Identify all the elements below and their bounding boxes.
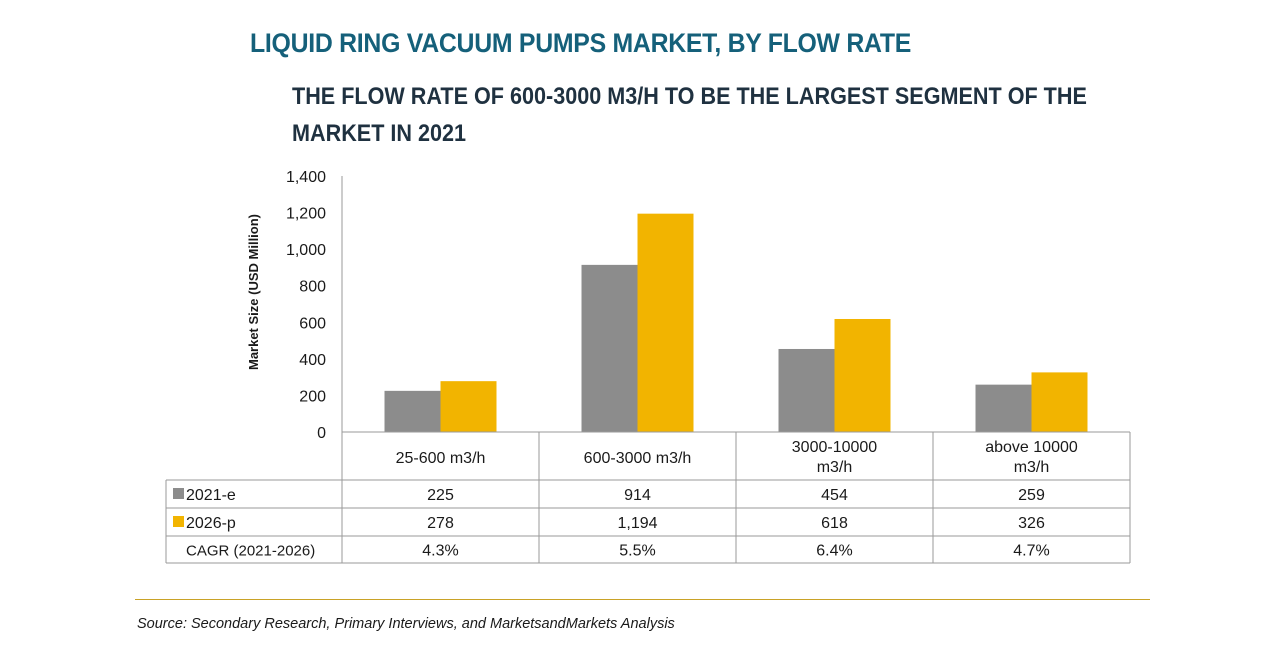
legend-swatch (173, 488, 184, 499)
x-category-label: 25-600 m3/h (396, 450, 486, 467)
y-tick-label: 1,200 (286, 206, 326, 223)
bar (975, 384, 1032, 432)
bar (778, 348, 835, 432)
y-tick-label: 0 (317, 425, 326, 442)
legend-label: 2021-e (186, 487, 236, 504)
chart-title: LIQUID RING VACUUM PUMPS MARKET, BY FLOW… (250, 28, 912, 58)
bar (440, 381, 497, 432)
data-label: 225 (427, 487, 454, 504)
x-category-label: m3/h (817, 459, 853, 476)
bar (834, 318, 891, 432)
cagr-value: 6.4% (816, 543, 852, 560)
bar (1031, 372, 1088, 432)
y-tick-label: 800 (299, 279, 326, 296)
data-label: 278 (427, 515, 454, 532)
y-tick-label: 400 (299, 352, 326, 369)
data-label: 1,194 (617, 515, 657, 532)
bar (637, 213, 694, 432)
data-label: 454 (821, 487, 848, 504)
data-label: 618 (821, 515, 848, 532)
chart-subtitle: THE FLOW RATE OF 600-3000 M3/H TO BE THE… (292, 83, 1087, 147)
cagr-value: 4.3% (422, 543, 458, 560)
x-category-label: 3000-10000 (792, 439, 878, 456)
data-label: 259 (1018, 487, 1045, 504)
cagr-value: 5.5% (619, 543, 655, 560)
x-category-label: 600-3000 m3/h (584, 450, 692, 467)
bar (384, 390, 441, 432)
y-tick-label: 600 (299, 315, 326, 332)
y-tick-label: 200 (299, 388, 326, 405)
cagr-value: 4.7% (1013, 543, 1049, 560)
source-divider (135, 599, 1150, 600)
x-category-label: above 10000 (985, 439, 1078, 456)
bar (581, 264, 638, 432)
data-label: 326 (1018, 515, 1045, 532)
y-tick-label: 1,400 (286, 169, 326, 186)
data-label: 914 (624, 487, 651, 504)
x-category-label: m3/h (1014, 459, 1050, 476)
row-label: CAGR (2021-2026) (186, 543, 315, 560)
source-note: Source: Secondary Research, Primary Inte… (137, 616, 675, 632)
legend-swatch (173, 516, 184, 527)
y-tick-label: 1,000 (286, 242, 326, 259)
legend-label: 2026-p (186, 515, 236, 532)
y-axis-title: Market Size (USD Million) (246, 214, 261, 370)
